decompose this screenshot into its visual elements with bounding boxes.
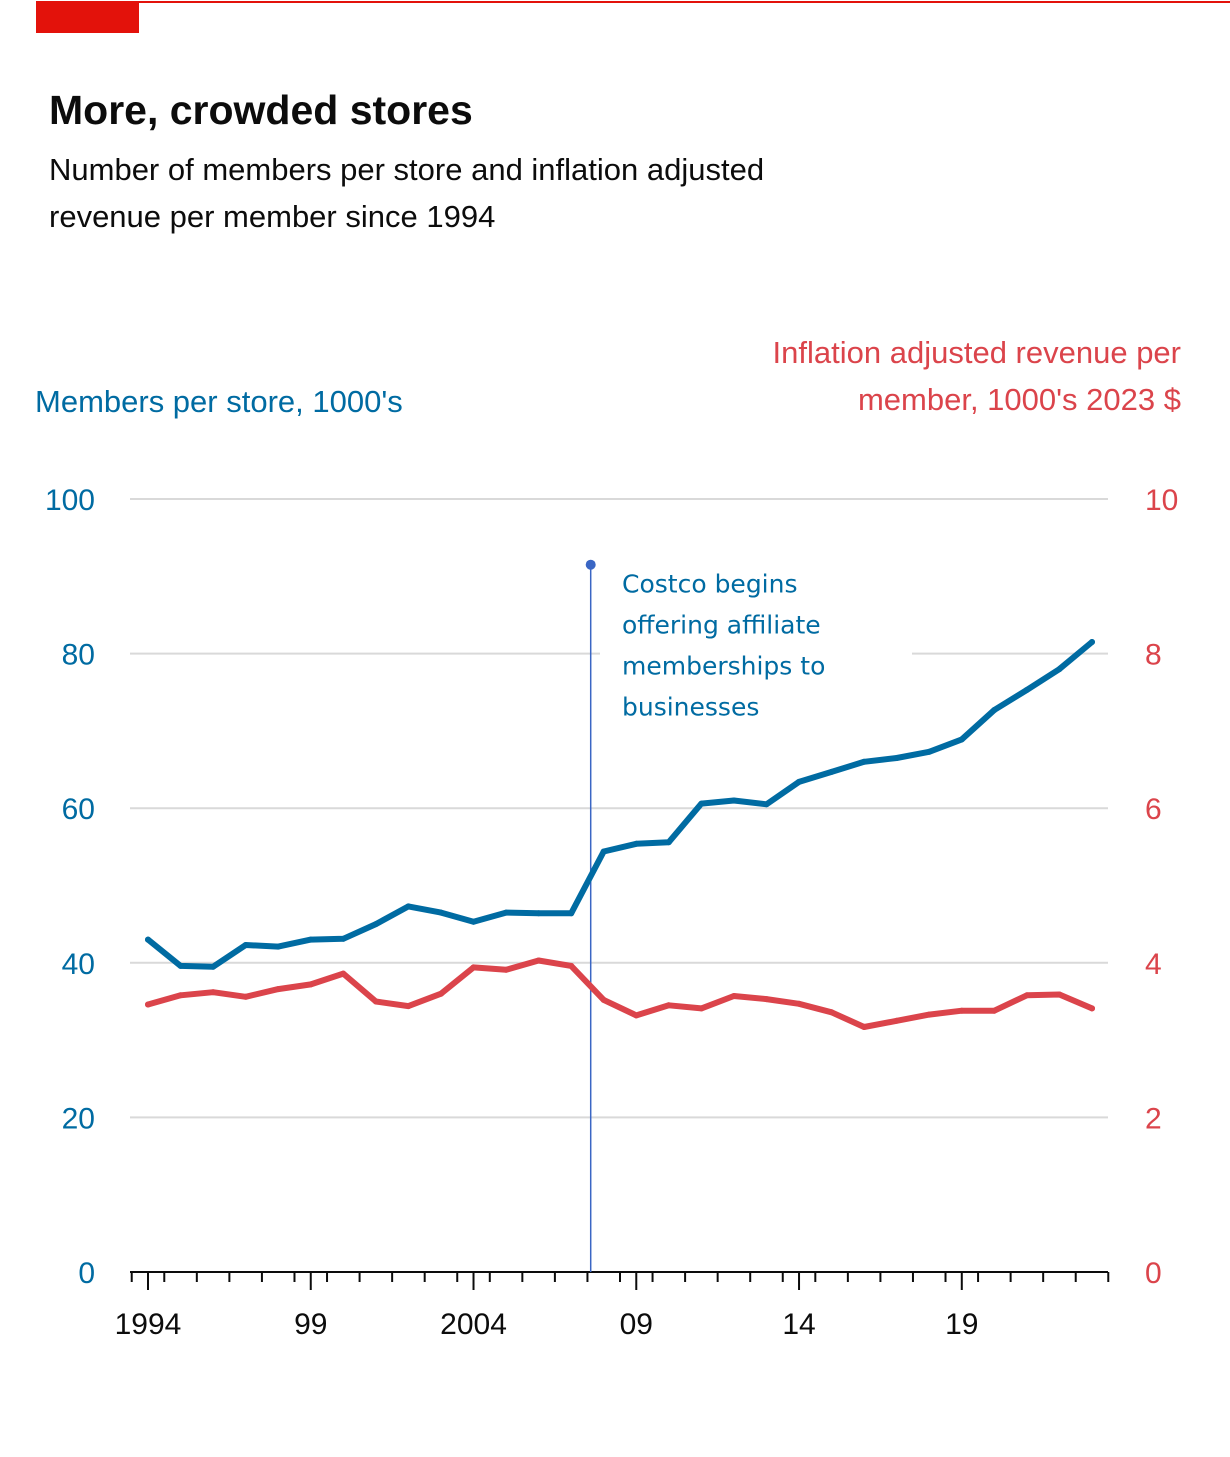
revenue-per-member-point: [893, 1017, 900, 1024]
members-per-store-point: [991, 707, 998, 713]
brand-rule: [36, 1, 1230, 3]
revenue-per-member-point: [991, 1007, 998, 1014]
members-per-store-point: [503, 909, 510, 916]
revenue-per-member-point: [958, 1007, 965, 1014]
members-per-store-point: [730, 797, 737, 804]
left-axis-tick-label: 100: [45, 484, 95, 517]
members-per-store-point: [145, 936, 151, 943]
members-per-store-point: [958, 736, 965, 743]
members-per-store-point: [535, 910, 542, 917]
revenue-per-member-point: [1023, 992, 1030, 999]
x-axis-tick-label: 19: [945, 1308, 978, 1341]
revenue-per-member-point: [828, 1009, 835, 1016]
members-per-store-line: [145, 639, 1095, 970]
right-axis-tick-label: 6: [1145, 793, 1162, 826]
revenue-per-member-point: [698, 1005, 705, 1012]
annotation-text: Costco begins: [622, 570, 798, 599]
members-per-store-point: [600, 848, 607, 855]
right-axis-tick-label: 8: [1145, 639, 1162, 672]
members-per-store-point: [177, 962, 184, 969]
members-per-store-point: [796, 778, 802, 785]
members-per-store-point: [1089, 639, 1095, 645]
annotation-text: businesses: [622, 693, 759, 722]
members-per-store-point: [470, 918, 477, 925]
revenue-per-member-point: [307, 981, 314, 988]
members-per-store-point: [633, 840, 640, 847]
members-per-store-point: [763, 801, 770, 808]
annotation-text: memberships to: [622, 652, 825, 681]
revenue-per-member-point: [633, 1012, 640, 1019]
members-per-store-point: [275, 943, 282, 950]
members-per-store-point: [1056, 666, 1063, 673]
revenue-per-member-point: [210, 989, 217, 996]
revenue-per-member-point: [665, 1002, 672, 1009]
annotation-background: [600, 566, 912, 737]
revenue-per-member-point: [600, 996, 607, 1003]
x-axis-tick-label: 2004: [440, 1308, 507, 1341]
revenue-per-member-point: [503, 966, 510, 973]
members-per-store-point: [438, 909, 444, 916]
left-axis-tick-label: 80: [62, 639, 95, 672]
x-axis-tick-label: 14: [782, 1308, 815, 1341]
revenue-per-member-point: [796, 1000, 802, 1007]
revenue-per-member-point: [438, 990, 444, 997]
members-per-store-point: [828, 768, 835, 775]
revenue-per-member-point: [145, 1001, 151, 1008]
members-per-store-point: [340, 935, 347, 942]
right-axis-tick-label: 0: [1145, 1257, 1162, 1290]
left-axis-tick-label: 60: [62, 793, 95, 826]
members-per-store-point: [405, 903, 412, 910]
members-per-store-point: [568, 910, 575, 917]
revenue-per-member-point: [1056, 991, 1063, 998]
revenue-per-member-point: [177, 992, 184, 999]
revenue-per-member-point: [763, 996, 770, 1003]
brand-tag: [36, 1, 139, 33]
right-axis-label: Inflation adjusted revenue per member, 1…: [772, 335, 1181, 417]
revenue-per-member-point: [1089, 1005, 1095, 1012]
members-per-store-point: [665, 839, 672, 846]
revenue-per-member-line: [145, 957, 1095, 1030]
revenue-per-member-point: [535, 957, 542, 964]
chart-subtitle: Number of members per store and inflatio…: [49, 152, 765, 234]
right-axis-tick-label: 4: [1145, 948, 1162, 981]
left-axis-tick-label: 0: [78, 1257, 95, 1290]
members-per-store-point: [242, 942, 249, 948]
members-per-store-point: [372, 921, 379, 928]
left-axis-tick-label: 40: [62, 948, 95, 981]
left-axis-tick-label: 20: [62, 1102, 95, 1135]
revenue-per-member-point: [340, 970, 347, 977]
members-per-store-point: [210, 963, 217, 970]
annotation-marker: [585, 559, 596, 570]
right-axis-tick-label: 2: [1145, 1102, 1162, 1135]
members-per-store-point: [698, 800, 705, 807]
x-axis-tick-label: 09: [620, 1308, 653, 1341]
revenue-per-member-point: [861, 1024, 868, 1030]
revenue-per-member-point: [568, 962, 575, 969]
members-per-store-point: [307, 936, 314, 943]
members-per-store-point: [893, 755, 900, 761]
members-per-store-point: [926, 748, 933, 755]
left-axis-label: Members per store, 1000's: [35, 384, 403, 419]
x-axis-tick-label: 1994: [115, 1308, 182, 1341]
revenue-per-member-point: [405, 1003, 412, 1010]
revenue-per-member-point: [926, 1011, 933, 1018]
revenue-per-member-point: [275, 986, 282, 993]
revenue-per-member-point: [730, 993, 737, 999]
chart-title: More, crowded stores: [49, 87, 473, 133]
x-axis-tick-label: 99: [294, 1308, 327, 1341]
members-per-store-point: [1023, 686, 1030, 693]
revenue-per-member-point: [470, 964, 477, 971]
right-axis-tick-label: 10: [1145, 484, 1178, 517]
revenue-per-member-point: [372, 998, 379, 1005]
annotation-text: offering affiliate: [622, 611, 821, 640]
revenue-per-member-point: [242, 993, 249, 1000]
members-per-store-point: [861, 758, 868, 765]
